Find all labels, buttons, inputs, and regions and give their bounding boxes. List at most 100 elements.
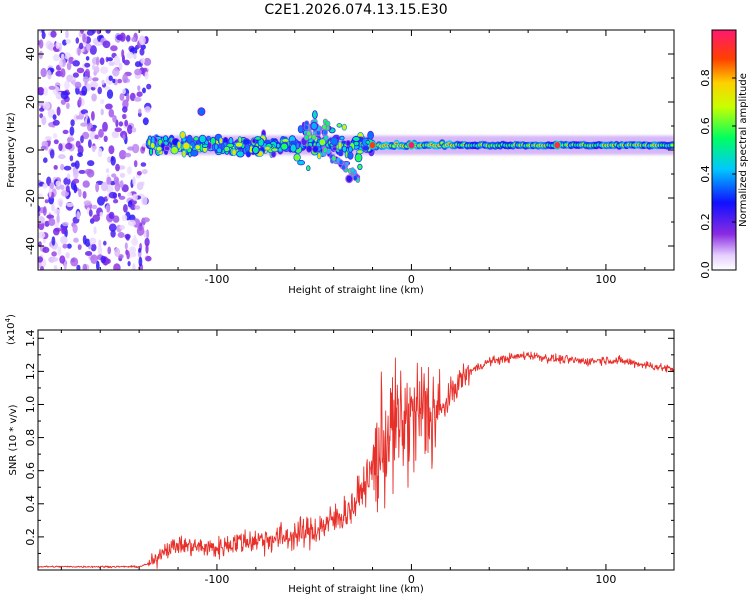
spectrogram-ytick-label: 40 [24,47,37,61]
noise-blob [80,122,88,127]
snr-ytick-label: 0.4 [24,495,37,513]
noise-blob [50,68,55,73]
spectrogram-ytick-label: 20 [24,95,37,109]
noise-blob [74,160,80,169]
noise-blob [82,191,87,199]
noise-blob [80,30,84,34]
noise-blob [106,89,114,99]
noise-blob [49,182,54,190]
snr-multiplier-base: (x10 [6,322,17,345]
noise-blob [108,75,113,81]
colorbar: 0.0 0.2 0.4 0.6 0.8 Normalized spectral ampl… [699,29,749,279]
signal-scatter-blob [148,147,153,156]
noise-blob [53,228,60,236]
signal-scatter-blob [271,147,279,153]
noise-blob [42,183,48,189]
spectrogram-panel: -100 0 100 -40 -20 0 20 40 Height of straight l… [6,29,675,296]
noise-blob [70,257,79,267]
noise-blob [89,131,96,140]
tail-blob [322,147,328,154]
noise-blob [44,199,49,204]
signal-scatter-blob [316,152,322,160]
noise-blob [65,142,73,150]
noise-blob [133,52,137,60]
noise-blob [91,204,98,210]
noise-blob [136,91,143,97]
noise-blob [140,162,147,167]
noise-blob [55,180,61,187]
noise-blob [112,67,120,77]
snr-xtick-label: 100 [595,573,616,586]
noise-blob [67,173,71,180]
snr-multiplier: (x104) [4,314,17,345]
signal-scatter-blob [306,145,313,153]
snr-xlabel: Height of straight line (km) [288,584,424,595]
noise-blob [96,260,100,270]
noise-blob [38,193,43,199]
noise-blob [146,83,152,90]
rising-blob [325,120,331,127]
spectrogram-feature [368,140,377,150]
noise-blob [76,211,81,220]
noise-blob [141,169,148,175]
noise-blob [38,212,41,217]
noise-blob [100,255,107,264]
noise-blob [100,66,109,74]
noise-blob [56,106,61,116]
signal-scatter-blob [336,123,343,128]
signal-scatter-blob [231,148,237,157]
noise-blob [98,128,104,138]
noise-blob [84,238,91,247]
noise-blob [47,69,52,80]
noise-blob [70,119,75,127]
snr-marks [38,351,674,569]
noise-blob [123,59,130,66]
noise-blob [38,261,42,269]
noise-blob [108,145,115,155]
noise-blob [136,181,144,191]
noise-blob [76,67,85,74]
noise-blob [141,195,148,206]
noise-blob [91,93,97,102]
noise-blob [105,30,111,34]
noise-blob [92,214,101,222]
noise-blob [48,85,56,90]
signal-scatter-blob [293,153,301,162]
noise-blob [108,108,115,118]
signal-scatter-blob [312,145,319,153]
signal-scatter-blob [206,135,211,141]
noise-blob [54,221,59,228]
noise-blob [138,108,142,114]
noise-blob [78,169,86,174]
noise-blob [90,243,97,252]
noise-blob [118,195,126,200]
signal-scatter-blob [341,145,348,153]
noise-blob [122,88,126,95]
noise-blob [108,191,117,199]
signal-scatter-blob [190,149,199,157]
noise-blob [95,182,99,193]
noise-blob [97,147,103,158]
noise-blob [38,50,44,60]
noise-blob [122,106,128,113]
signal-scatter-blob [182,141,191,151]
noise-blob [38,86,44,94]
spectrogram-marks [38,30,674,270]
noise-blob [124,233,131,240]
noise-blob [72,60,80,67]
noise-blob [66,62,72,71]
noise-blob [86,30,95,36]
spectrogram-feature [310,121,319,131]
signal-band-core [309,140,313,143]
noise-blob [124,119,129,127]
noise-blob [136,225,145,236]
noise-blob [121,214,128,221]
noise-blob [126,93,130,102]
noise-blob [122,134,126,141]
noise-blob [134,205,141,210]
signal-scatter-blob [318,138,327,147]
noise-blob [74,81,82,89]
noise-blob [123,204,128,213]
noise-blob [52,133,58,139]
